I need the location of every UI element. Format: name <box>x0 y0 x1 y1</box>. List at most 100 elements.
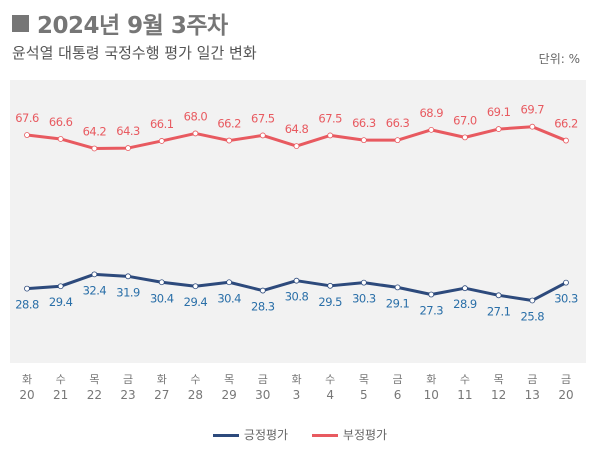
data-label: 28.9 <box>453 297 477 311</box>
data-point <box>462 285 468 292</box>
data-point <box>24 285 30 292</box>
data-label: 64.8 <box>285 122 309 136</box>
data-point <box>158 279 165 286</box>
data-label: 30.3 <box>554 292 578 306</box>
x-tick-day: 목 <box>494 373 504 386</box>
data-point <box>293 143 300 149</box>
data-point <box>192 130 199 137</box>
data-label: 28.8 <box>15 298 39 312</box>
data-label: 32.4 <box>83 283 107 297</box>
data-label: 67.5 <box>251 111 275 125</box>
legend-negative: 부정평가 <box>311 428 387 442</box>
square-icon <box>12 15 29 32</box>
x-tick-date: 28 <box>188 388 203 402</box>
data-label: 30.3 <box>352 292 376 306</box>
data-point <box>327 282 334 289</box>
x-tick-day: 금 <box>561 373 571 386</box>
data-point <box>24 132 30 138</box>
x-tick-date: 10 <box>424 388 439 402</box>
data-label: 31.9 <box>116 285 140 299</box>
x-tick-date: 23 <box>120 388 135 402</box>
data-label: 29.1 <box>386 296 410 310</box>
legend-swatch <box>212 434 239 437</box>
x-tick-date: 6 <box>394 388 402 402</box>
x-tick-day: 금 <box>527 373 537 386</box>
data-label: 64.2 <box>83 124 107 138</box>
x-tick-date: 29 <box>221 388 236 402</box>
x-tick-day: 목 <box>224 373 234 386</box>
x-tick-date: 20 <box>19 388 34 402</box>
x-tick-date: 13 <box>525 388 540 402</box>
data-point <box>394 137 401 144</box>
data-label: 30.4 <box>150 291 174 305</box>
x-tick-date: 5 <box>360 388 368 402</box>
data-label: 67.5 <box>318 111 342 125</box>
data-label: 29.5 <box>318 295 342 309</box>
data-label: 27.3 <box>419 304 443 318</box>
data-point <box>428 126 435 133</box>
data-label: 66.2 <box>217 117 241 131</box>
data-point <box>529 123 536 130</box>
data-point <box>91 145 98 152</box>
x-tick-day: 목 <box>359 373 369 386</box>
data-point <box>293 277 300 284</box>
legend-swatch <box>311 434 338 437</box>
x-tick-day: 목 <box>89 373 99 386</box>
data-point <box>192 283 199 290</box>
x-tick-day: 수 <box>56 373 66 386</box>
data-label: 68.0 <box>184 109 208 123</box>
chart-title: 2024년 9월 3주차 <box>12 6 228 40</box>
data-label: 69.1 <box>487 105 511 119</box>
x-tick-day: 금 <box>393 373 403 386</box>
x-tick-day: 수 <box>460 373 470 386</box>
data-point <box>563 279 569 286</box>
data-point <box>394 284 401 291</box>
data-label: 66.2 <box>554 117 578 131</box>
data-label: 28.3 <box>251 300 275 314</box>
x-tick-date: 4 <box>326 388 334 402</box>
data-point <box>428 291 435 298</box>
data-point <box>125 145 131 151</box>
data-point <box>495 126 502 132</box>
data-point <box>563 137 569 144</box>
data-point <box>529 297 536 304</box>
x-tick-day: 수 <box>190 373 200 386</box>
data-point <box>125 273 131 280</box>
data-label: 25.8 <box>521 309 545 323</box>
data-point <box>259 287 266 294</box>
data-label: 67.0 <box>453 113 477 127</box>
data-label: 66.6 <box>49 115 73 129</box>
data-label: 67.6 <box>15 111 39 125</box>
legend-positive: 긍정평가 <box>212 428 288 442</box>
plot-background <box>10 80 586 363</box>
x-tick-date: 22 <box>87 388 102 402</box>
data-label: 30.4 <box>217 291 241 305</box>
data-label: 64.3 <box>116 124 140 138</box>
data-label: 68.9 <box>419 106 443 120</box>
x-tick-date: 21 <box>53 388 68 402</box>
data-point <box>495 292 502 299</box>
data-label: 69.7 <box>521 103 545 117</box>
data-label: 66.1 <box>150 117 174 131</box>
x-tick-day: 화 <box>291 373 301 386</box>
data-label: 29.4 <box>49 295 73 309</box>
x-tick-day: 금 <box>258 373 268 386</box>
x-tick-day: 금 <box>123 373 133 386</box>
x-tick-date: 27 <box>154 388 169 402</box>
data-point <box>57 283 64 290</box>
data-point <box>91 271 98 278</box>
x-tick-date: 11 <box>457 388 472 402</box>
unit-label: 단위: % <box>538 52 580 66</box>
data-point <box>360 137 367 144</box>
x-tick-day: 화 <box>22 373 32 386</box>
data-point <box>462 134 468 141</box>
x-tick-date: 3 <box>293 388 301 402</box>
x-tick-day: 화 <box>157 373 167 386</box>
data-point <box>226 137 233 144</box>
x-tick-date: 20 <box>558 388 573 402</box>
data-label: 66.3 <box>386 116 410 130</box>
data-label: 27.1 <box>487 304 511 318</box>
data-point <box>57 136 64 142</box>
data-label: 66.3 <box>352 116 376 130</box>
